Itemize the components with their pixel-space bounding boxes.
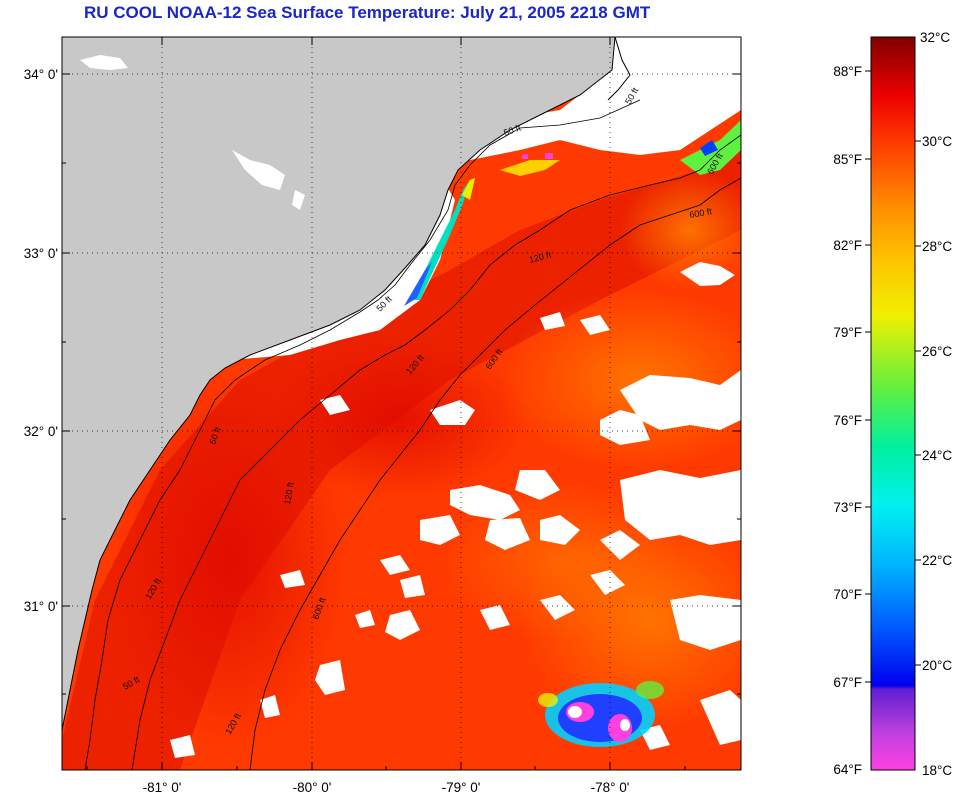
- lon-label: -79° 0': [442, 780, 481, 795]
- f-label: 76°F: [833, 413, 862, 428]
- bathymetry-contours: [84, 99, 741, 770]
- c-label: 28°C: [922, 239, 952, 254]
- graticule: [62, 37, 741, 770]
- cool-fringe: [522, 154, 528, 159]
- nearshore-nodata: [180, 175, 455, 370]
- axis-ticks: [62, 37, 741, 770]
- f-label: 70°F: [833, 587, 862, 602]
- cool-fringe: [404, 262, 432, 306]
- lat-label: 33° 0': [24, 246, 58, 261]
- map-area: 50 ft 50 ft 50 ft 50 ft 50 ft 120 ft 120…: [62, 37, 741, 770]
- lon-label: -78° 0': [591, 780, 630, 795]
- nearshore-nodata: [440, 37, 741, 170]
- lat-label: 34° 0': [24, 67, 58, 82]
- c-label: 32°C: [920, 30, 950, 45]
- f-label: 67°F: [833, 675, 862, 690]
- f-label: 88°F: [833, 64, 862, 79]
- colorbar: [870, 36, 916, 771]
- warm-patch: [270, 340, 530, 500]
- cold-eddy: [538, 681, 664, 747]
- cool-fringe: [700, 140, 718, 156]
- lat-label: 32° 0': [24, 424, 58, 439]
- f-label: 79°F: [833, 325, 862, 340]
- cloud-patches: [170, 262, 741, 758]
- longitude-labels: -81° 0' -80° 0' -79° 0' -78° 0': [143, 780, 630, 795]
- land-mass: [62, 37, 615, 730]
- c-label: 20°C: [922, 658, 952, 673]
- contour-label: 120 ft: [282, 481, 296, 505]
- cool-fringe: [545, 153, 553, 159]
- cool-fringe: [500, 160, 560, 176]
- latitude-labels: 34° 0' 33° 0' 32° 0' 31° 0': [24, 67, 58, 614]
- f-label: 64°F: [833, 762, 862, 777]
- c-label: 18°C: [922, 763, 952, 778]
- cool-patch: [620, 170, 741, 290]
- map-frame: [61, 36, 742, 771]
- c-label: 30°C: [922, 134, 952, 149]
- cool-fringe: [462, 178, 475, 200]
- cape-outline: [607, 37, 631, 101]
- lat-label: 31° 0': [24, 599, 58, 614]
- inland-lakes: [80, 55, 305, 210]
- contour-label: 600 ft: [689, 206, 713, 220]
- colorbar-fahrenheit-labels: 88°F 85°F 82°F 79°F 76°F 73°F 70°F 67°F …: [833, 64, 862, 777]
- c-label: 26°C: [922, 344, 952, 359]
- coastline: [62, 37, 616, 731]
- warm-patch: [110, 370, 350, 750]
- f-label: 82°F: [833, 238, 862, 253]
- lon-label: -81° 0': [143, 780, 182, 795]
- colorbar-ticks: [865, 70, 921, 683]
- colorbar-celsius-labels: 32°C 30°C 28°C 26°C 24°C 22°C 20°C 18°C: [920, 30, 952, 778]
- lon-label: -80° 0': [293, 780, 332, 795]
- map-title-text: RU COOL NOAA-12 Sea Surface Temperature:…: [84, 3, 651, 22]
- c-label: 22°C: [922, 553, 952, 568]
- c-label: 24°C: [922, 448, 952, 463]
- f-label: 73°F: [833, 500, 862, 515]
- f-label: 85°F: [833, 152, 862, 167]
